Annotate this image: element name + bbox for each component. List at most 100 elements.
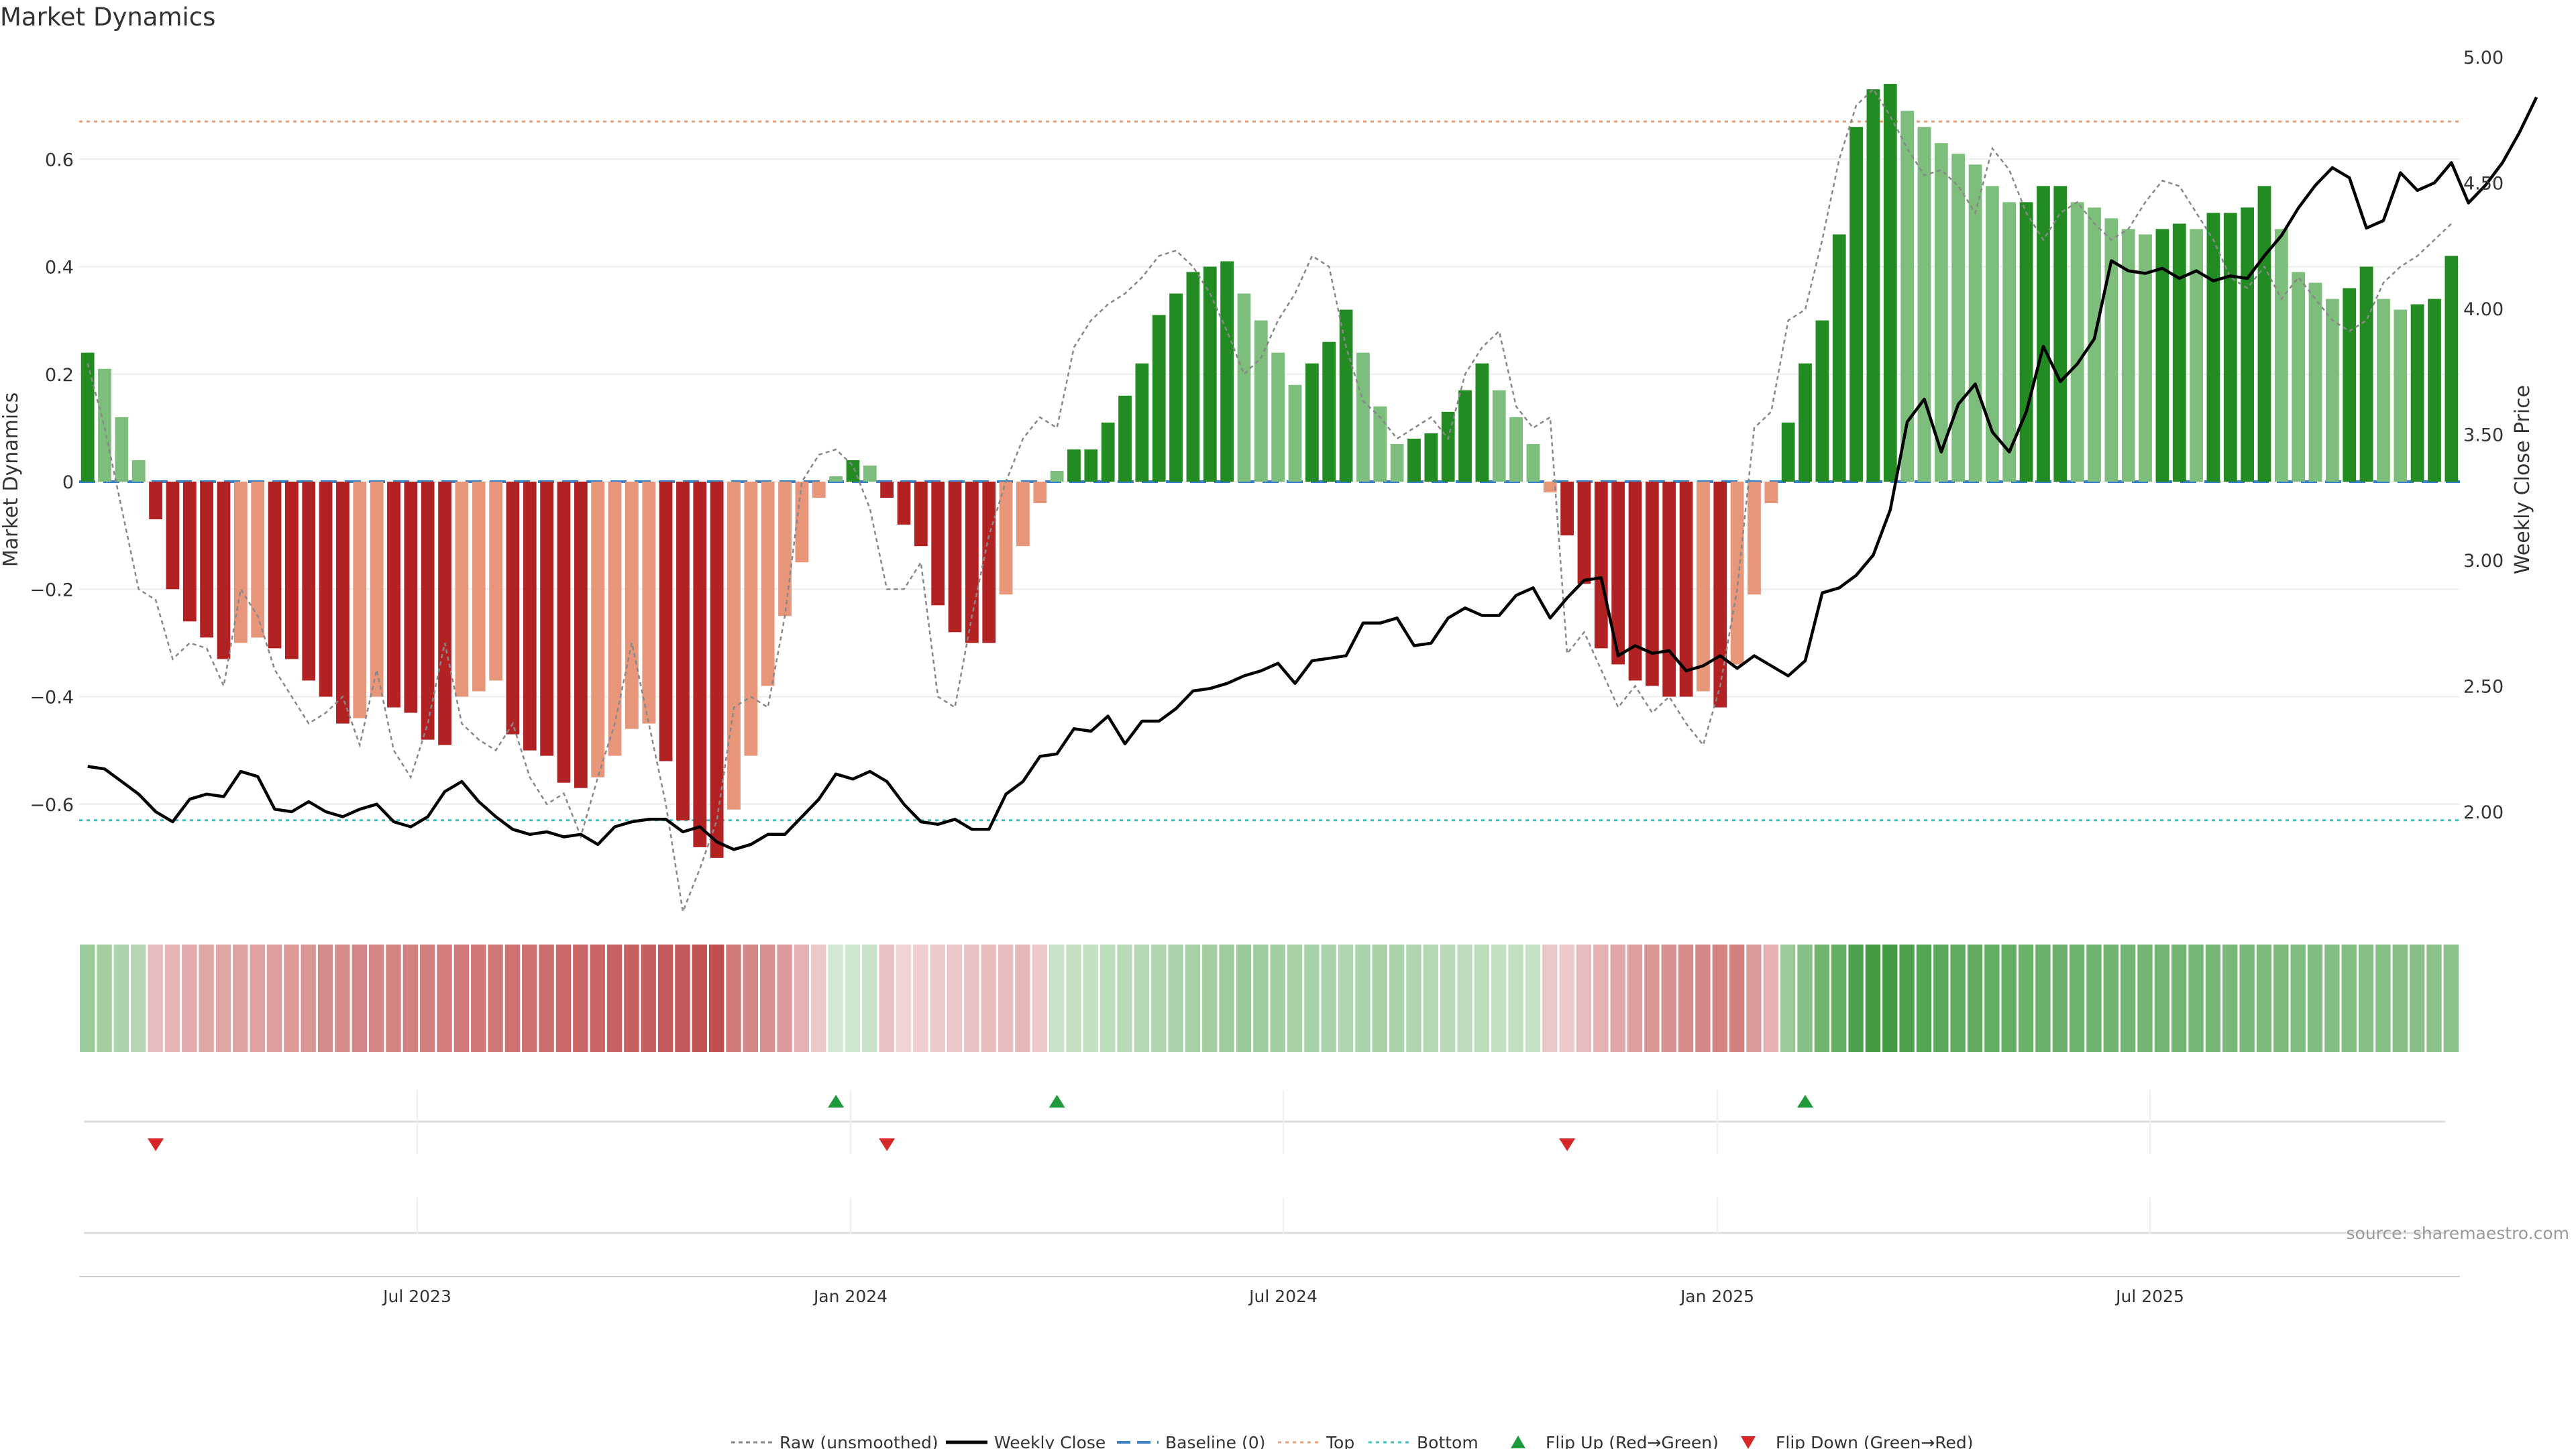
heat-cell: [1916, 945, 1932, 1052]
dynamics-bar: [1458, 390, 1472, 482]
dynamics-bar: [1509, 417, 1523, 482]
dynamics-bar: [1169, 293, 1183, 482]
heat-cell: [573, 945, 588, 1052]
heat-cell: [845, 945, 861, 1052]
dynamics-bar: [982, 482, 996, 643]
dynamics-bar: [523, 482, 537, 751]
dynamics-bar: [1152, 315, 1166, 482]
dynamics-bar: [880, 482, 894, 498]
heat-cell: [182, 945, 197, 1052]
right-tick-label: 4.00: [2463, 299, 2504, 320]
left-tick-label: −0.4: [30, 688, 74, 708]
heat-cell: [1576, 945, 1592, 1052]
heat-cell: [266, 945, 282, 1052]
dynamics-bar: [421, 482, 435, 740]
heat-cell: [777, 945, 792, 1052]
legend-label: Raw (unsmoothed): [780, 1433, 938, 1449]
heat-cell: [1134, 945, 1150, 1052]
heat-cell: [1695, 945, 1711, 1052]
dynamics-bar: [319, 482, 333, 697]
heat-cell: [2426, 945, 2442, 1052]
dynamics-bar: [472, 482, 486, 692]
dynamics-bar: [1645, 482, 1659, 686]
dynamics-bar: [1543, 482, 1557, 493]
legend-label: Bottom: [1417, 1433, 1479, 1449]
dynamics-bar: [591, 482, 605, 777]
heat-cell: [1984, 945, 2000, 1052]
legend-label: Baseline (0): [1165, 1433, 1265, 1449]
dynamics-bar: [1237, 293, 1251, 482]
dynamics-bar: [557, 482, 571, 783]
dynamics-bar: [1730, 482, 1744, 665]
dynamics-bar: [115, 417, 129, 482]
heat-cell: [1525, 945, 1541, 1052]
dynamics-bar: [2428, 299, 2441, 482]
heat-cell: [1831, 945, 1847, 1052]
dynamics-bar: [1101, 422, 1115, 482]
dynamics-bar: [2343, 288, 2357, 482]
heat-cell: [1593, 945, 1609, 1052]
heat-cell: [1015, 945, 1030, 1052]
dynamics-bar: [2292, 272, 2306, 482]
heat-cell: [1168, 945, 1183, 1052]
dynamics-bar: [863, 465, 877, 482]
x-tick-label: Jul 2023: [382, 1287, 451, 1306]
flip-down-marker: [1559, 1138, 1576, 1151]
heat-cell: [97, 945, 112, 1052]
dynamics-bar: [2053, 186, 2068, 482]
dynamics-bar: [2257, 186, 2271, 482]
dynamics-bar: [1118, 395, 1132, 482]
dynamics-bar: [489, 482, 502, 681]
dynamics-bar: [1067, 449, 1081, 482]
dynamics-bar: [1917, 127, 1931, 482]
heat-cell: [657, 945, 674, 1052]
dynamics-bar: [1492, 390, 1506, 482]
flip-up-marker: [1797, 1095, 1814, 1108]
heat-cell: [1474, 945, 1490, 1052]
heat-cell: [828, 945, 843, 1052]
legend-swatch: [1511, 1436, 1525, 1448]
dynamics-bar: [1679, 482, 1693, 697]
dynamics-bar: [829, 476, 843, 482]
dynamics-bar: [1866, 89, 1880, 482]
heat-cell: [471, 945, 486, 1052]
heat-cell: [1185, 945, 1201, 1052]
dynamics-bar: [1748, 482, 1761, 595]
dynamics-bar: [2172, 223, 2186, 482]
left-tick-label: 0.2: [45, 365, 74, 386]
dynamics-bar: [710, 482, 724, 858]
dynamics-bar: [1781, 422, 1795, 482]
dynamics-bar: [2002, 202, 2017, 482]
dynamics-bar: [1254, 320, 1268, 482]
right-tick-label: 2.00: [2463, 802, 2504, 823]
heat-cell: [1967, 945, 1983, 1052]
heat-cell: [2392, 945, 2408, 1052]
dynamics-bar: [302, 482, 316, 681]
dynamics-bar: [1883, 84, 1897, 482]
heat-cell: [2324, 945, 2340, 1052]
dynamics-bar: [1390, 443, 1404, 482]
heat-cell: [1763, 945, 1778, 1052]
dynamics-bar: [744, 482, 758, 756]
heat-cell: [2375, 945, 2391, 1052]
dynamics-bar: [80, 352, 95, 482]
legend-item: Top: [1278, 1433, 1354, 1449]
x-tick-label: Jan 2025: [1679, 1287, 1754, 1306]
heat-cell: [2137, 945, 2153, 1052]
dynamics-bar: [1050, 470, 1064, 482]
legend-label: Flip Down (Green→Red): [1776, 1433, 1974, 1449]
dynamics-bar: [2070, 202, 2084, 482]
heat-cell: [2018, 945, 2034, 1052]
heat-cell: [1508, 945, 1523, 1052]
heat-cell: [164, 945, 180, 1052]
heat-cell: [1661, 945, 1676, 1052]
heat-cell: [1542, 945, 1558, 1052]
heat-cell: [402, 945, 418, 1052]
heat-cell: [1644, 945, 1660, 1052]
legend-label: Flip Up (Red→Green): [1546, 1433, 1719, 1449]
dynamics-bar: [1764, 482, 1778, 504]
dynamics-bar: [2445, 256, 2459, 482]
dynamics-bar: [166, 482, 180, 590]
dynamics-bar: [1968, 164, 1982, 482]
heat-cell: [352, 945, 367, 1052]
